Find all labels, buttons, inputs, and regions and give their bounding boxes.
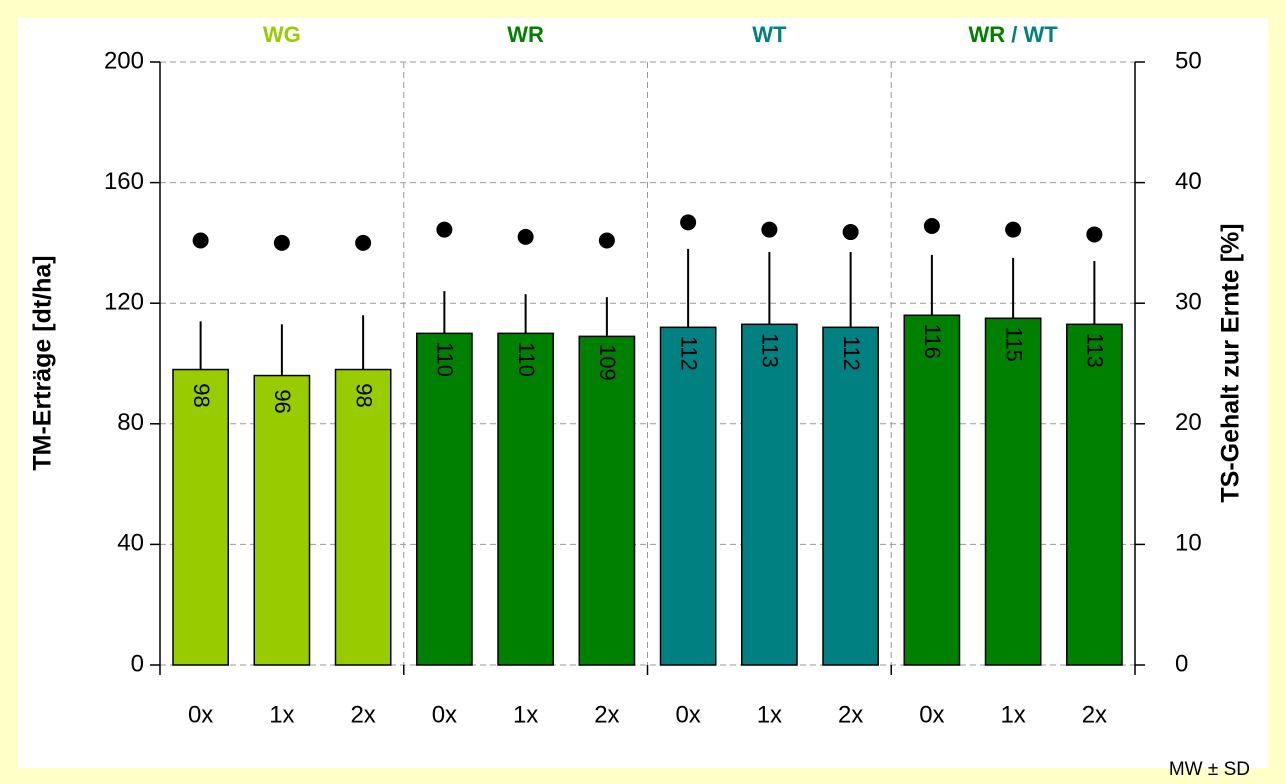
bar bbox=[741, 323, 798, 666]
bar-value-label: 116 bbox=[920, 324, 945, 359]
x-tick-label: 2x bbox=[350, 701, 375, 728]
dot bbox=[842, 224, 859, 241]
bar bbox=[416, 332, 473, 666]
x-tick-label: 2x bbox=[1082, 701, 1107, 728]
group-label: WR / WT bbox=[969, 22, 1059, 47]
x-tick-label: 1x bbox=[1000, 701, 1025, 728]
dot bbox=[761, 221, 778, 238]
dot bbox=[923, 218, 940, 235]
bar bbox=[334, 368, 392, 666]
x-tick-label: 1x bbox=[269, 701, 294, 728]
y2-tick-label: 20 bbox=[1175, 409, 1202, 436]
x-tick-label: 2x bbox=[594, 701, 619, 728]
x-tick-label: 2x bbox=[838, 701, 863, 728]
bar-value-label: 96 bbox=[270, 389, 295, 413]
x-tick-label: 0x bbox=[432, 701, 457, 728]
dot bbox=[273, 234, 290, 251]
bar bbox=[1066, 323, 1123, 666]
bar-value-label: 98 bbox=[351, 383, 376, 407]
y2-tick-label: 0 bbox=[1175, 650, 1188, 677]
bar bbox=[578, 335, 636, 666]
x-tick-label: 0x bbox=[919, 701, 944, 728]
y2-axis-label: TS-Gehalt zur Ernte [%] bbox=[1217, 223, 1245, 502]
bar bbox=[172, 368, 229, 666]
group-label-part: WR bbox=[507, 22, 544, 47]
bar bbox=[822, 326, 879, 666]
group-label-part: / WT bbox=[1005, 22, 1058, 47]
bar bbox=[497, 332, 554, 666]
bar bbox=[984, 317, 1042, 666]
bar-value-label: 109 bbox=[595, 344, 620, 381]
bar-value-label: 115 bbox=[1001, 327, 1026, 362]
bar-value-label: 110 bbox=[514, 342, 539, 377]
bar-value-label: 98 bbox=[189, 383, 214, 407]
group-label-part: WG bbox=[263, 22, 301, 47]
group-label: WG bbox=[263, 22, 301, 47]
note: MW ± SD bbox=[1169, 759, 1250, 780]
dot bbox=[355, 234, 372, 251]
y-tick-label: 160 bbox=[104, 168, 144, 195]
y-tick-label: 40 bbox=[117, 530, 144, 557]
y-tick-label: 80 bbox=[117, 409, 144, 436]
group-label-part: WT bbox=[752, 22, 787, 47]
group-label-part: WR bbox=[969, 22, 1006, 47]
y2-tick-label: 30 bbox=[1175, 289, 1202, 316]
dot bbox=[436, 221, 453, 238]
y2-tick-label: 40 bbox=[1175, 168, 1202, 195]
y2-tick-label: 10 bbox=[1175, 530, 1202, 557]
dot bbox=[598, 232, 615, 249]
bar-value-label: 110 bbox=[433, 342, 458, 377]
x-tick-label: 0x bbox=[675, 701, 700, 728]
group-label: WT bbox=[752, 22, 787, 47]
dot bbox=[680, 214, 697, 231]
dot bbox=[517, 228, 534, 245]
y-tick-label: 0 bbox=[131, 650, 144, 677]
y2-tick-label: 50 bbox=[1175, 47, 1202, 74]
x-tick-label: 0x bbox=[188, 701, 213, 728]
bar-value-label: 113 bbox=[1083, 333, 1108, 368]
x-tick-label: 1x bbox=[757, 701, 782, 728]
y-tick-label: 200 bbox=[104, 47, 144, 74]
dot bbox=[192, 232, 209, 249]
bar bbox=[903, 314, 961, 666]
y-tick-label: 120 bbox=[104, 289, 144, 316]
bar-value-label: 112 bbox=[676, 336, 701, 371]
y-axis-label: TM-Erträge [dt/ha] bbox=[29, 255, 57, 470]
dot bbox=[1005, 221, 1022, 238]
bar bbox=[659, 326, 717, 666]
bar-value-label: 113 bbox=[758, 333, 783, 368]
bar-value-label: 112 bbox=[839, 336, 864, 371]
bar bbox=[253, 374, 311, 666]
group-label: WR bbox=[507, 22, 544, 47]
x-tick-label: 1x bbox=[513, 701, 538, 728]
dot bbox=[1086, 226, 1103, 243]
